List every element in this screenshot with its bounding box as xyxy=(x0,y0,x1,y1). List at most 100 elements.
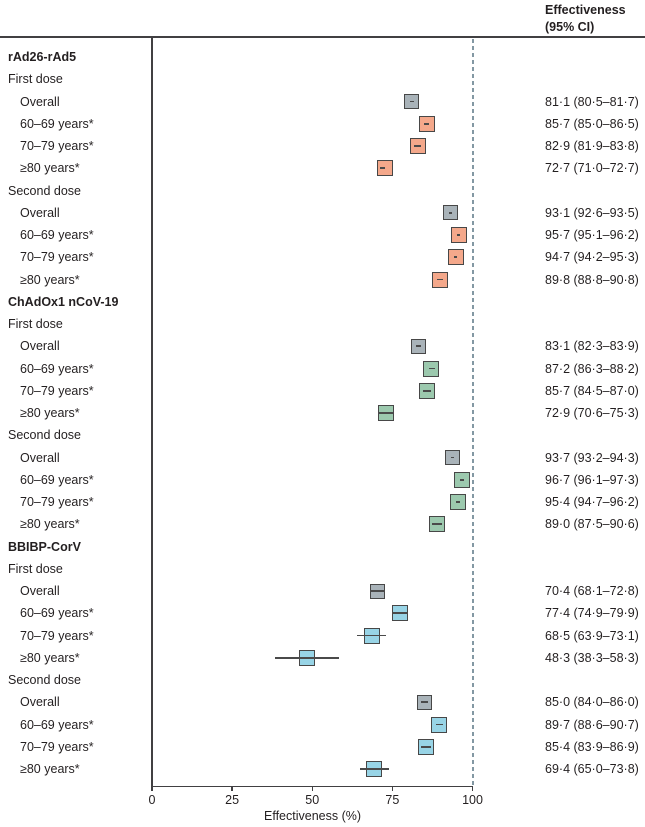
confidence-interval-whisker xyxy=(420,745,431,748)
forest-row: ≥80 years* 72·9 (70·6–75·3) xyxy=(0,402,645,424)
x-tick-label: 0 xyxy=(148,793,156,807)
forest-row: Second dose xyxy=(0,669,645,691)
effectiveness-value: 85·7 (85·0–86·5) xyxy=(545,116,639,131)
x-tick xyxy=(151,786,153,791)
x-tick-label: 100 xyxy=(462,793,483,807)
vaccine-group-label: BBIBP-CorV xyxy=(8,539,81,554)
age-group-label: ≥80 years* xyxy=(20,406,80,421)
forest-row: Overall 70·4 (68·1–72·8) xyxy=(0,580,645,602)
confidence-interval-whisker xyxy=(421,701,428,704)
age-group-label: 70–79 years* xyxy=(20,250,94,265)
forest-row: 70–79 years* 95·4 (94·7–96·2) xyxy=(0,491,645,513)
age-group-label: 70–79 years* xyxy=(20,628,94,643)
forest-row: First dose xyxy=(0,558,645,580)
forest-row: ≥80 years* 89·0 (87·5–90·6) xyxy=(0,513,645,535)
x-tick xyxy=(311,786,313,791)
vaccine-group-label: ChAdOx1 nCoV-19 xyxy=(8,294,119,309)
age-group-label: ≥80 years* xyxy=(20,517,80,532)
confidence-interval-whisker xyxy=(360,768,389,770)
effectiveness-value: 93·7 (93·2–94·3) xyxy=(545,450,639,465)
age-group-label: 70–79 years* xyxy=(20,383,94,398)
effectiveness-value: 85·0 (84·0–86·0) xyxy=(545,695,639,710)
effectiveness-value: 48·3 (38·3–58·3) xyxy=(545,650,639,665)
effectiveness-value: 83·1 (82·3–83·9) xyxy=(545,339,639,354)
confidence-interval-whisker xyxy=(422,389,431,392)
effectiveness-value: 89·0 (87·5–90·6) xyxy=(545,517,639,532)
effectiveness-value: 72·9 (70·6–75·3) xyxy=(545,406,639,421)
age-group-label: 60–69 years* xyxy=(20,717,94,732)
forest-row: Second dose xyxy=(0,424,645,446)
top-divider-rule xyxy=(0,36,645,38)
age-group-label: Overall xyxy=(20,695,60,710)
forest-row: Overall 93·7 (93·2–94·3) xyxy=(0,447,645,469)
forest-row: ≥80 years* 69·4 (65·0–73·8) xyxy=(0,758,645,780)
x-tick-label: 75 xyxy=(385,793,400,807)
forest-row: rAd26-rAd5 xyxy=(0,46,645,68)
forest-row: 70–79 years* 82·9 (81·9–83·8) xyxy=(0,135,645,157)
confidence-interval-whisker xyxy=(432,523,443,526)
effectiveness-value: 85·4 (83·9–86·9) xyxy=(545,739,639,754)
dose-label: Second dose xyxy=(8,428,81,443)
confidence-interval-whisker xyxy=(414,145,421,147)
effectiveness-value: 95·4 (94·7–96·2) xyxy=(545,495,639,510)
confidence-interval-whisker xyxy=(274,656,339,659)
confidence-interval-whisker xyxy=(448,211,452,214)
effectiveness-value: 72·7 (71·0–72·7) xyxy=(545,161,639,176)
effectiveness-value: 96·7 (96·1–97·3) xyxy=(545,472,639,487)
effectiveness-value: 89·7 (88·6–90·7) xyxy=(545,717,639,732)
forest-row: 60–69 years* 89·7 (88·6–90·7) xyxy=(0,714,645,736)
age-group-label: 60–69 years* xyxy=(20,472,94,487)
confidence-interval-whisker xyxy=(356,634,387,637)
forest-row: ≥80 years* 72·7 (71·0–72·7) xyxy=(0,157,645,179)
confidence-interval-whisker xyxy=(424,122,430,125)
y-axis-line xyxy=(151,37,153,786)
effectiveness-value: 68·5 (63·9–73·1) xyxy=(545,628,639,643)
x-tick xyxy=(391,786,394,791)
effectiveness-column-header: Effectiveness (95% CI) xyxy=(545,2,626,36)
effectiveness-value: 93·1 (92·6–93·5) xyxy=(545,205,639,220)
confidence-interval-whisker xyxy=(435,723,443,726)
age-group-label: ≥80 years* xyxy=(20,161,80,176)
forest-row: Overall 93·1 (92·6–93·5) xyxy=(0,202,645,224)
confidence-interval-whisker xyxy=(460,478,464,481)
forest-row: ≥80 years* 89·8 (88·8–90·8) xyxy=(0,269,645,291)
age-group-label: Overall xyxy=(20,339,60,354)
forest-row: Overall 85·0 (84·0–86·0) xyxy=(0,691,645,713)
effectiveness-value: 89·8 (88·8–90·8) xyxy=(545,272,639,287)
age-group-label: 70–79 years* xyxy=(20,139,94,154)
x-tick-label: 50 xyxy=(305,793,320,807)
confidence-interval-whisker xyxy=(453,256,458,259)
forest-row: 60–69 years* 77·4 (74·9–79·9) xyxy=(0,602,645,624)
age-group-label: 60–69 years* xyxy=(20,361,94,376)
dose-label: First dose xyxy=(8,561,63,576)
age-group-label: ≥80 years* xyxy=(20,272,80,287)
age-group-label: ≥80 years* xyxy=(20,762,80,777)
effectiveness-value: 85·7 (84·5–87·0) xyxy=(545,383,639,398)
forest-row: 60–69 years* 95·7 (95·1–96·2) xyxy=(0,224,645,246)
vaccine-group-label: rAd26-rAd5 xyxy=(8,50,77,65)
confidence-interval-whisker xyxy=(370,590,386,592)
forest-row: 60–69 years* 85·7 (85·0–86·5) xyxy=(0,113,645,135)
confidence-interval-whisker xyxy=(450,456,455,459)
forest-row: 60–69 years* 96·7 (96·1–97·3) xyxy=(0,469,645,491)
effectiveness-value: 81·1 (80·5–81·7) xyxy=(545,94,639,109)
confidence-interval-whisker xyxy=(456,234,461,236)
confidence-interval-whisker xyxy=(410,100,414,103)
age-group-label: ≥80 years* xyxy=(20,650,80,665)
effectiveness-value: 95·7 (95·1–96·2) xyxy=(545,228,639,243)
forest-row: 70–79 years* 85·7 (84·5–87·0) xyxy=(0,380,645,402)
forest-row: First dose xyxy=(0,313,645,335)
age-group-label: Overall xyxy=(20,94,60,109)
point-estimate-box xyxy=(377,160,393,177)
age-group-label: 60–69 years* xyxy=(20,116,94,131)
x-tick xyxy=(471,786,474,791)
reference-dashed-line xyxy=(471,39,474,786)
confidence-interval-whisker xyxy=(436,278,443,281)
effectiveness-value: 94·7 (94·2–95·3) xyxy=(545,250,639,265)
dose-label: First dose xyxy=(8,317,63,332)
forest-row: Overall 81·1 (80·5–81·7) xyxy=(0,91,645,113)
forest-row: ChAdOx1 nCoV-19 xyxy=(0,291,645,313)
forest-row: 60–69 years* 87·2 (86·3–88·2) xyxy=(0,358,645,380)
age-group-label: 70–79 years* xyxy=(20,495,94,510)
